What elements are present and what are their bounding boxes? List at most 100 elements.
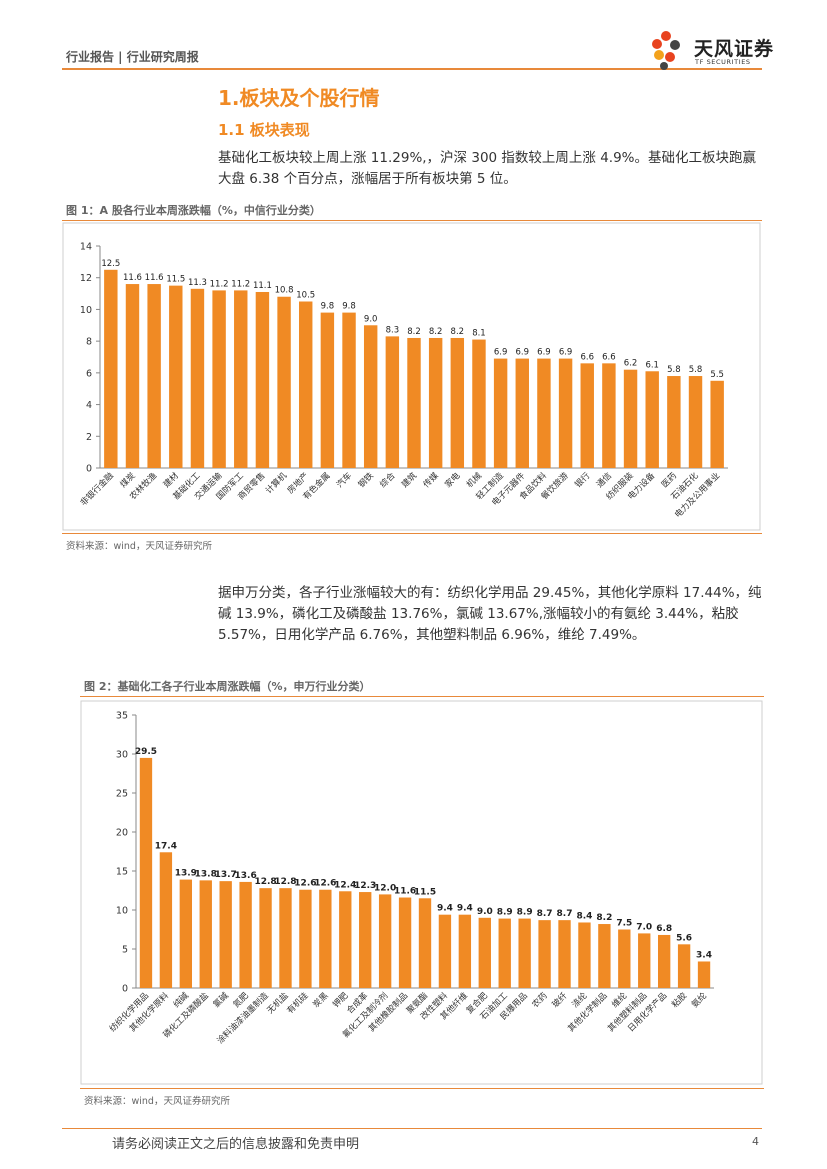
- chart1-bar: [125, 284, 140, 468]
- chart1-category-label: 医药: [659, 470, 679, 490]
- chart1-data-label: 8.2: [451, 327, 465, 337]
- chart1-bar: [515, 358, 529, 468]
- chart1-bar: [299, 301, 313, 468]
- chart2-data-label: 12.8: [254, 877, 276, 887]
- chart1-data-label: 11.6: [123, 273, 142, 283]
- chart2-y-tick-label: 0: [122, 984, 128, 995]
- figure2-title: 图 2：基础化工各子行业本周涨跌幅（%，申万行业分类）: [84, 680, 371, 693]
- chart1-bar: [212, 290, 226, 468]
- chart2-bar: [478, 917, 491, 988]
- logo-english: TF SECURITIES: [695, 58, 751, 66]
- chart1-data-label: 6.2: [624, 359, 638, 369]
- subindustry-paragraph: 据申万分类，各子行业涨幅较大的有：纺织化学用品 29.45%，其他化学原料 17…: [218, 585, 762, 643]
- chart2-bar: [578, 922, 591, 988]
- chart2-bar: [398, 897, 412, 988]
- chart2-bar: [418, 898, 432, 988]
- header-divider: [62, 68, 762, 70]
- figure1-divider: [62, 220, 762, 221]
- chart1-category-label: 非银行金融: [78, 470, 116, 508]
- figure1-bottom-divider: [62, 533, 762, 534]
- chart2-category-label: 粘胶: [669, 990, 689, 1010]
- chart1-bar: [688, 376, 703, 468]
- chart2-bar: [558, 920, 571, 988]
- chart1-data-label: 11.6: [145, 273, 164, 283]
- chart1-bar: [472, 339, 486, 468]
- chart1-bar: [234, 290, 248, 468]
- chart1-category-label: 传媒: [421, 470, 441, 490]
- chart2-data-label: 8.7: [537, 909, 553, 919]
- chart2-bar: [498, 918, 511, 988]
- chart2-bar: [538, 920, 551, 988]
- chart2-data-label: 7.0: [636, 922, 652, 932]
- chart2-bar: [319, 889, 332, 988]
- chart1-category-label: 家电: [443, 470, 463, 490]
- chart2-y-tick-label: 30: [116, 750, 128, 761]
- footer-divider: [62, 1128, 762, 1129]
- chart2-data-label: 8.4: [576, 911, 592, 921]
- report-type-label: 行业报告 | 行业研究周报: [66, 50, 199, 64]
- figure2-divider: [80, 696, 764, 697]
- chart1-y-tick-label: 4: [86, 400, 92, 411]
- chart1-category-label: 计算机: [263, 470, 289, 496]
- chart1-bar: [169, 285, 183, 468]
- chart2-y-tick-label: 20: [116, 828, 128, 839]
- chart1-y-tick-label: 6: [86, 368, 92, 379]
- chart1-frame: [62, 222, 761, 531]
- chart2-data-label: 12.0: [374, 883, 396, 893]
- chart1-y-tick-label: 14: [80, 242, 92, 253]
- chart1-data-label: 6.9: [537, 348, 551, 358]
- chart1-data-label: 5.8: [689, 365, 703, 375]
- chart2-data-label: 9.4: [457, 904, 473, 914]
- chart2-bar: [359, 892, 372, 988]
- footer-disclaimer: 请务必阅读正文之后的信息披露和免责申明: [112, 1137, 360, 1152]
- chart1-data-label: 9.0: [364, 314, 378, 324]
- chart2-data-label: 7.5: [616, 919, 632, 929]
- figure1-bar-chart: 0246810121412.5非银行金融11.6煤炭11.6农林牧渔11.5建材…: [62, 222, 761, 531]
- chart1-data-label: 11.1: [253, 281, 272, 291]
- chart2-data-label: 12.4: [334, 880, 356, 890]
- chart2-y-tick-label: 5: [122, 945, 128, 956]
- chart2-data-label: 5.6: [676, 933, 692, 943]
- chart1-bar: [385, 336, 400, 468]
- chart1-data-label: 5.8: [667, 365, 681, 375]
- chart1-category-label: 综合: [378, 470, 398, 490]
- chart2-data-label: 17.4: [155, 841, 177, 851]
- chart1-data-label: 8.2: [407, 327, 421, 337]
- chart2-bar: [697, 961, 711, 988]
- chart2-frame: [80, 700, 763, 1085]
- chart1-data-label: 6.9: [559, 348, 573, 358]
- chart1-bar: [580, 363, 594, 468]
- chart1-bar: [255, 291, 270, 468]
- chart2-data-label: 8.2: [596, 913, 612, 923]
- intro-paragraph: 基础化工板块较上周上涨 11.29%,，沪深 300 指数较上周上涨 4.9%。…: [218, 150, 756, 187]
- chart2-data-label: 29.5: [135, 747, 157, 757]
- chart1-bar: [450, 337, 465, 468]
- figure2-bar-chart: 0510152025303529.5纺织化学用品17.4其他化学原料13.9纯碱…: [80, 700, 763, 1085]
- chart2-data-label: 6.8: [656, 924, 672, 934]
- chart1-data-label: 10.5: [296, 291, 315, 301]
- chart2-data-label: 12.3: [354, 881, 376, 891]
- chart2-data-label: 12.6: [294, 879, 316, 889]
- chart2-bar: [638, 933, 651, 988]
- chart1-bar: [493, 358, 508, 468]
- chart1-bar: [320, 312, 335, 468]
- chart2-y-tick-label: 25: [116, 789, 128, 800]
- chart1-data-label: 11.3: [188, 278, 207, 288]
- chart1-data-label: 6.1: [645, 360, 659, 370]
- chart1-category-label: 建筑: [399, 470, 419, 490]
- chart2-category-label: 玻纤: [550, 990, 570, 1010]
- chart1-y-tick-label: 8: [86, 337, 92, 348]
- chart1-bar: [428, 337, 443, 468]
- chart1-bar: [710, 380, 724, 468]
- chart1-data-label: 8.1: [472, 329, 486, 339]
- figure2-source: 资料来源：wind，天风证券研究所: [84, 1096, 230, 1107]
- chart1-data-label: 6.6: [580, 352, 594, 362]
- chart1-data-label: 6.9: [516, 348, 530, 358]
- chart2-y-tick-label: 35: [116, 711, 128, 722]
- chart1-data-label: 6.6: [602, 352, 616, 362]
- chart2-bar: [339, 891, 352, 988]
- chart2-data-label: 8.7: [557, 909, 573, 919]
- chart2-category-label: 无机盐: [265, 990, 291, 1016]
- chart2-bar: [159, 852, 173, 988]
- chart2-data-label: 13.8: [195, 869, 217, 879]
